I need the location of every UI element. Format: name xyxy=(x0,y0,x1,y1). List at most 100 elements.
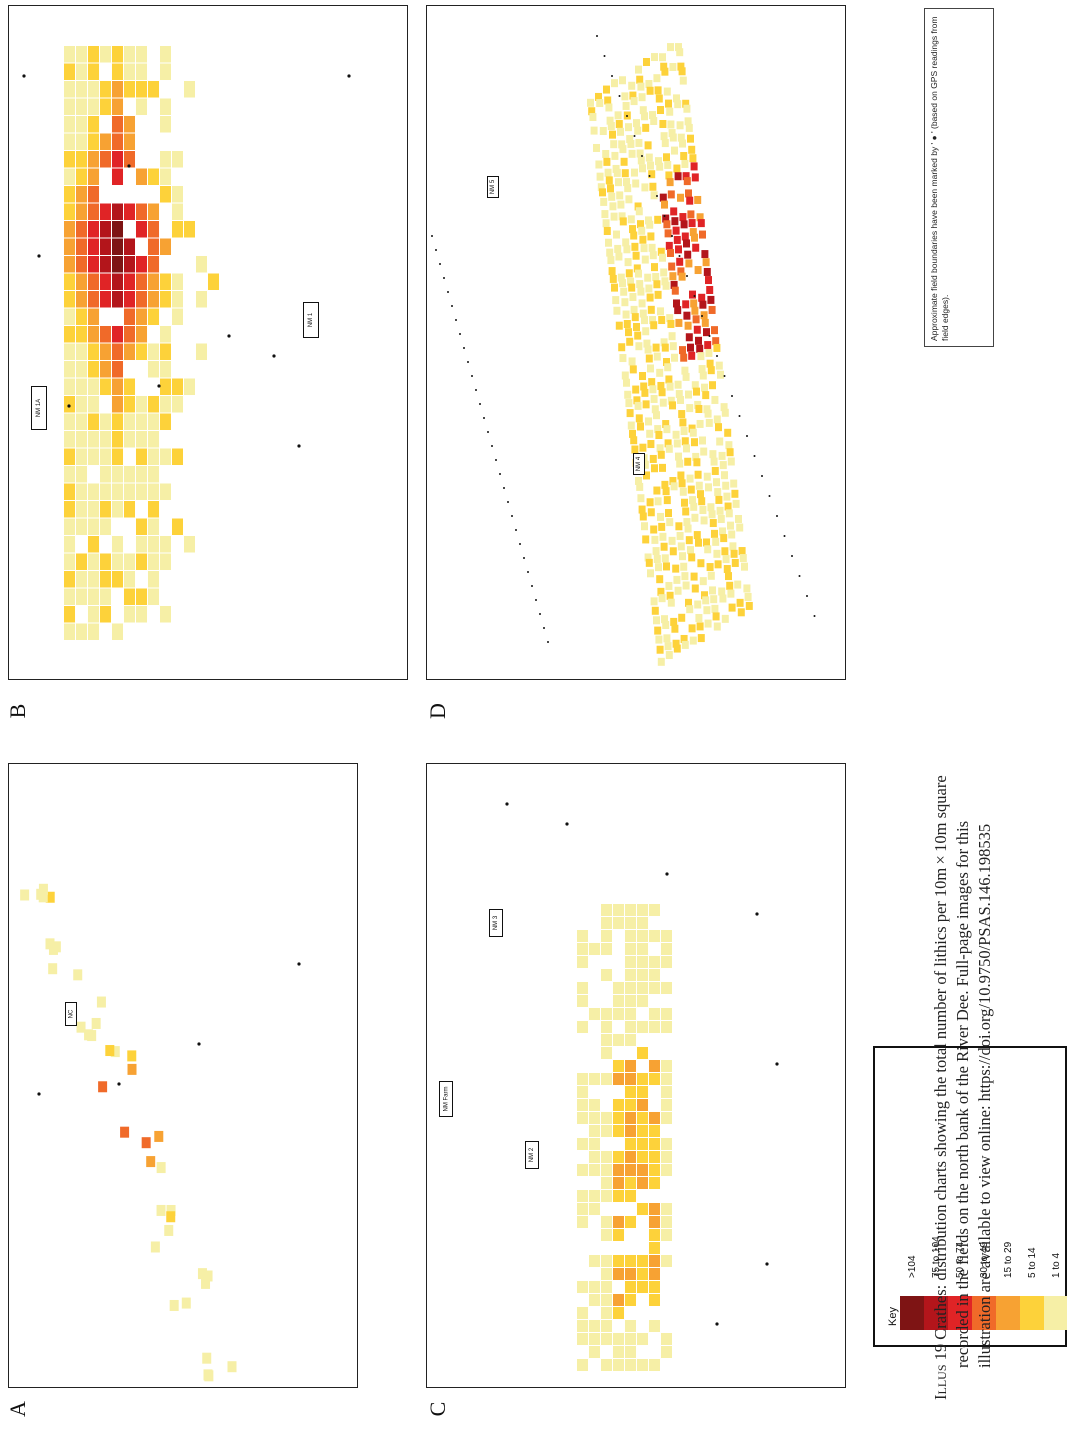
grid-cell xyxy=(668,332,676,341)
grid-cell xyxy=(620,157,628,166)
panel-b-grid xyxy=(22,46,351,640)
grid-cell xyxy=(613,904,624,916)
grid-cell xyxy=(660,62,668,71)
grid-cell xyxy=(172,396,183,413)
grid-cell xyxy=(639,106,647,115)
grid-cell xyxy=(136,308,147,325)
grid-cell xyxy=(589,1203,600,1215)
grid-cell xyxy=(691,233,698,242)
grid-cell xyxy=(711,395,719,404)
grid-cell xyxy=(695,613,703,622)
grid-cell xyxy=(625,1294,636,1306)
grid-cell xyxy=(76,221,87,238)
grid-cell xyxy=(610,212,618,221)
grid-cell xyxy=(76,431,87,448)
grid-cell xyxy=(577,1073,588,1085)
grid-cell xyxy=(725,572,732,581)
grid-cell xyxy=(736,598,744,607)
grid-cell xyxy=(673,164,681,173)
grid-cell xyxy=(112,63,123,80)
grid-cell xyxy=(680,427,688,436)
grid-cell xyxy=(100,431,111,448)
grid-cell xyxy=(632,179,640,188)
grid-cell xyxy=(621,169,629,178)
field-boundary-point xyxy=(527,571,529,573)
grid-cell xyxy=(112,343,123,360)
grid-cell xyxy=(637,1359,648,1371)
grid-cell xyxy=(64,448,75,465)
grid-cell xyxy=(631,445,639,454)
grid-cell xyxy=(686,404,694,413)
grid-cell xyxy=(660,338,668,347)
grid-cell xyxy=(100,361,111,378)
grid-cell xyxy=(696,213,704,222)
grid-cell xyxy=(625,1138,636,1150)
grid-cell xyxy=(624,258,632,267)
field-boundary-point xyxy=(755,912,759,916)
grid-cell xyxy=(76,168,87,185)
grid-cell xyxy=(601,1320,612,1332)
grid-cell xyxy=(645,417,652,426)
panel-d-grid xyxy=(431,35,816,666)
field-label-nm5: NM 5 xyxy=(487,176,499,198)
grid-cell xyxy=(649,316,656,325)
grid-cell xyxy=(601,943,612,955)
legend-swatch-label: 5 to 14 xyxy=(1027,1247,1038,1278)
grid-cell xyxy=(703,538,710,547)
grid-cell xyxy=(88,151,99,168)
grid-cell xyxy=(672,564,680,573)
grid-cell xyxy=(637,156,645,165)
grid-cell xyxy=(112,291,123,308)
grid-cell xyxy=(136,553,147,570)
grid-cell xyxy=(691,438,698,447)
grid-cell xyxy=(637,82,645,91)
grid-cell xyxy=(715,361,723,370)
grid-cell xyxy=(160,448,171,465)
grid-cell xyxy=(112,203,123,220)
grid-cell xyxy=(112,116,123,133)
grid-cell xyxy=(127,1063,137,1075)
grid-cell xyxy=(148,553,159,570)
grid-cell xyxy=(64,168,75,185)
grid-cell xyxy=(642,400,650,409)
grid-cell xyxy=(203,1270,213,1282)
grid-cell xyxy=(700,516,708,525)
grid-cell xyxy=(713,343,721,352)
field-boundary-point xyxy=(693,295,696,297)
grid-cell xyxy=(641,255,649,264)
grid-cell xyxy=(661,930,672,942)
grid-cell xyxy=(649,1229,660,1241)
grid-cell xyxy=(657,247,665,256)
grid-cell xyxy=(45,891,55,903)
legend-swatch-label: 1 to 4 xyxy=(1051,1252,1062,1278)
grid-cell xyxy=(577,1216,588,1228)
grid-cell xyxy=(64,98,75,115)
grid-cell xyxy=(691,381,699,390)
grid-cell xyxy=(637,1086,648,1098)
grid-cell xyxy=(637,995,648,1007)
grid-cell xyxy=(172,378,183,395)
grid-cell xyxy=(653,411,660,420)
grid-cell xyxy=(64,221,75,238)
grid-cell xyxy=(637,1099,648,1111)
grid-cell xyxy=(100,378,111,395)
grid-cell xyxy=(124,396,135,413)
grid-cell xyxy=(601,1255,612,1267)
grid-cell xyxy=(618,140,626,149)
grid-cell xyxy=(654,290,662,299)
grid-cell xyxy=(649,1320,660,1332)
field-boundary-point xyxy=(723,375,726,377)
grid-cell xyxy=(657,106,664,115)
grid-cell xyxy=(687,134,694,143)
grid-cell xyxy=(625,956,636,968)
grid-cell xyxy=(160,413,171,430)
grid-cell xyxy=(661,1346,672,1358)
legend-swatch xyxy=(972,1296,996,1330)
field-boundary-point xyxy=(463,347,465,349)
grid-cell xyxy=(64,186,75,203)
field-boundary-point xyxy=(535,599,537,601)
field-boundary-point xyxy=(633,135,636,137)
field-boundary-point xyxy=(708,335,711,337)
grid-cell xyxy=(112,466,123,483)
grid-cell xyxy=(76,203,87,220)
